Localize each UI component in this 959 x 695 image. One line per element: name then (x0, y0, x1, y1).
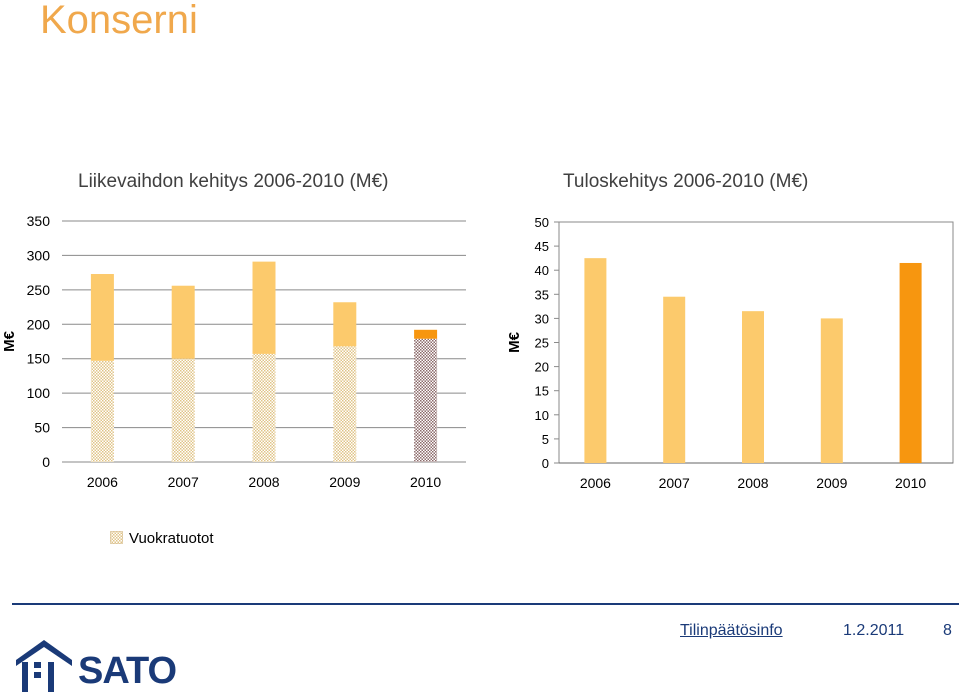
x-tick-label: 2010 (895, 475, 926, 491)
x-tick-label: 2008 (737, 475, 768, 491)
bar-other-2009 (333, 302, 357, 347)
legend: Vuokratuotot (110, 530, 250, 550)
bar-2008 (742, 311, 764, 463)
y-tick-label: 45 (535, 239, 549, 254)
bar-vuokratuotot-2007 (171, 358, 195, 462)
y-tick-label: 300 (27, 247, 51, 263)
footer-page-number: 8 (943, 622, 952, 639)
y-tick-label: 30 (535, 311, 549, 326)
y-tick-label: 50 (34, 420, 50, 436)
x-tick-label: 2009 (329, 474, 360, 490)
bar-vuokratuotot-2009 (333, 346, 357, 462)
bar-other-2008 (252, 261, 276, 354)
x-tick-label: 2006 (580, 475, 611, 491)
x-tick-label: 2008 (248, 474, 279, 490)
footer-divider (12, 603, 959, 605)
y-tick-label: 10 (535, 408, 549, 423)
y-tick-label: 20 (535, 360, 549, 375)
logo-text: SATO (78, 650, 177, 692)
x-tick-label: 2006 (87, 474, 118, 490)
revenue-chart: 0 50 100 150 200 250 300 350 M€ 2006 2007 2008 2009 2… (1, 213, 466, 490)
y-tick-label: 250 (27, 282, 51, 298)
y-axis-label: M€ (1, 330, 18, 351)
y-tick-label: 0 (42, 454, 50, 470)
x-tick-label: 2010 (410, 474, 441, 490)
y-tick-label: 150 (27, 351, 51, 367)
y-tick-label: 5 (542, 432, 549, 447)
y-tick-label: 15 (535, 384, 549, 399)
bar-vuokratuotot-2008 (252, 353, 276, 462)
x-tick-label: 2009 (816, 475, 847, 491)
bar-other-2007 (171, 285, 195, 359)
bar-2006 (584, 258, 607, 463)
page-title: Konserni (40, 0, 198, 42)
bar-2007 (663, 296, 686, 463)
footer-doc-title-link[interactable]: Tilinpäätösinfo (680, 622, 783, 639)
x-tick-label: 2007 (659, 475, 690, 491)
y-tick-label: 50 (535, 215, 549, 230)
bar-other-2010 (414, 329, 438, 339)
y-tick-label: 40 (535, 263, 549, 278)
chart-title-revenue: Liikevaihdon kehitys 2006-2010 (M€) (78, 171, 389, 192)
profit-chart: 0 5 10 15 20 25 30 35 40 45 50 M€ 2006 2007 2008 2009 20… (506, 215, 954, 491)
y-tick-label: 200 (27, 316, 51, 332)
bar-vuokratuotot-2006 (90, 360, 114, 462)
bar-2009 (820, 318, 843, 463)
y-tick-label: 25 (535, 336, 549, 351)
legend-label-vuokratuotot: Vuokratuotot (129, 530, 214, 547)
y-tick-label: 100 (27, 385, 51, 401)
y-axis-label: M€ (506, 331, 523, 352)
y-tick-label: 0 (542, 456, 549, 471)
chart-title-profit: Tuloskehitys 2006-2010 (M€) (563, 171, 809, 192)
bar-2010 (899, 262, 922, 463)
house-icon (16, 640, 72, 692)
bar-other-2006 (90, 274, 114, 361)
y-tick-label: 350 (27, 213, 51, 229)
legend-swatch-vuokratuotot (110, 531, 123, 544)
y-tick-label: 35 (535, 287, 549, 302)
bar-vuokratuotot-2010 (414, 338, 438, 462)
sato-logo: SATO (14, 636, 177, 694)
x-tick-label: 2007 (168, 474, 199, 490)
footer-date: 1.2.2011 (843, 622, 905, 639)
